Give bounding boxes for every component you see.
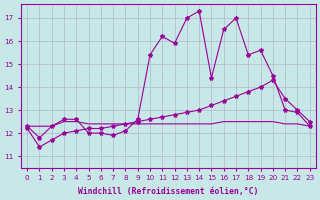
X-axis label: Windchill (Refroidissement éolien,°C): Windchill (Refroidissement éolien,°C)	[78, 187, 259, 196]
